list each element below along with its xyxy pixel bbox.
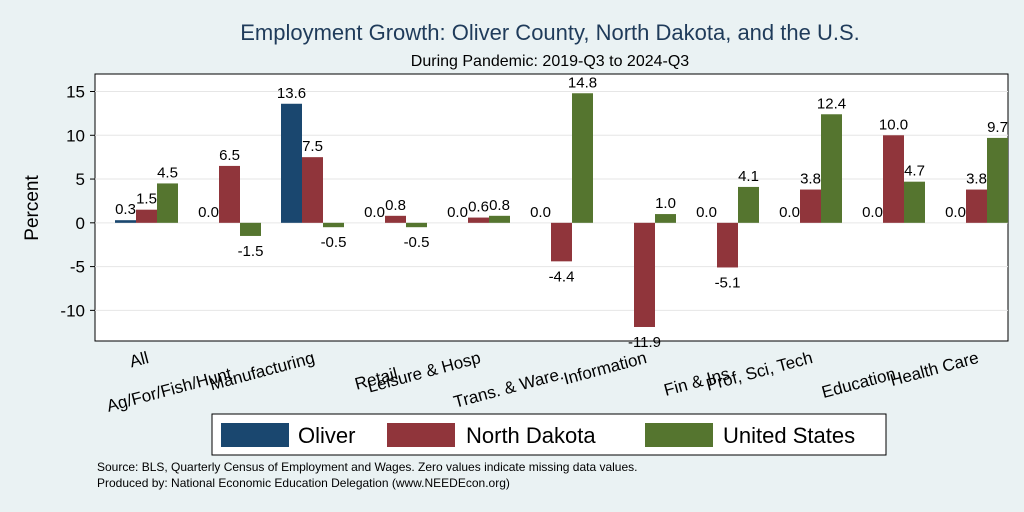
data-label-oliver-leisure-hosp: 0.0 <box>447 204 468 221</box>
bars <box>115 93 1008 327</box>
legend-box <box>211 413 887 456</box>
legend: Oliver North Dakota United States <box>211 413 887 456</box>
category-label-health-care: Health Care <box>888 348 981 390</box>
bar-oliver-manufacturing <box>281 103 302 223</box>
data-label-north-dakota-all: 1.5 <box>136 191 157 208</box>
legend-label-oliver: Oliver <box>298 423 355 448</box>
bar-oliver-all <box>115 220 136 223</box>
data-label-united-states-prof-sci-tech: 12.4 <box>817 95 846 112</box>
data-label-north-dakota-retail: 0.8 <box>385 197 406 214</box>
source-note: Source: BLS, Quarterly Census of Employm… <box>97 460 637 474</box>
bar-north-dakota-fin-ins <box>717 222 738 268</box>
data-label-north-dakota-leisure-hosp: 0.6 <box>468 199 489 216</box>
bar-north-dakota-retail <box>385 215 406 223</box>
bar-united-states-prof-sci-tech <box>821 114 842 223</box>
y-tick-label: 10 <box>66 126 85 145</box>
bar-north-dakota-prof-sci-tech <box>800 189 821 223</box>
data-label-north-dakota-fin-ins: -5.1 <box>715 274 741 291</box>
data-label-united-states-education: 4.7 <box>904 163 925 180</box>
legend-swatch-united-states <box>645 423 713 447</box>
bar-united-states-education <box>904 181 925 223</box>
data-label-united-states-all: 4.5 <box>157 164 178 181</box>
y-axis-title: Percent <box>22 175 43 241</box>
data-label-united-states-manufacturing: -0.5 <box>321 234 347 251</box>
data-label-united-states-leisure-hosp: 0.8 <box>489 197 510 214</box>
y-tick-label: -5 <box>70 258 85 277</box>
bar-united-states-health-care <box>987 137 1008 223</box>
data-label-united-states-health-care: 9.7 <box>987 119 1008 136</box>
y-tick-label: 15 <box>66 83 85 102</box>
data-label-united-states-information: 1.0 <box>655 195 676 212</box>
bar-north-dakota-all <box>136 209 157 223</box>
data-label-oliver-fin-ins: 0.0 <box>696 204 717 221</box>
bar-united-states-trans-ware <box>572 93 593 223</box>
legend-label-north-dakota: North Dakota <box>466 423 596 448</box>
data-label-united-states-retail: -0.5 <box>404 234 430 251</box>
category-label-trans-ware: Trans. & Ware. <box>452 364 566 412</box>
category-label-all: All <box>127 348 150 371</box>
legend-swatch-north-dakota <box>387 423 455 447</box>
category-label-manufacturing: Manufacturing <box>208 348 317 394</box>
data-label-north-dakota-health-care: 3.8 <box>966 171 987 188</box>
y-tick-label: 5 <box>76 170 85 189</box>
bar-united-states-leisure-hosp <box>489 215 510 223</box>
bar-north-dakota-information <box>634 222 655 327</box>
data-label-united-states-trans-ware: 14.8 <box>568 74 597 91</box>
data-label-north-dakota-manufacturing: 7.5 <box>302 138 323 155</box>
data-label-oliver-all: 0.3 <box>115 201 136 218</box>
bar-north-dakota-leisure-hosp <box>468 217 489 223</box>
category-label-education: Education <box>820 364 898 402</box>
data-label-oliver-retail: 0.0 <box>364 204 385 221</box>
data-label-oliver-education: 0.0 <box>862 204 883 221</box>
data-label-oliver-health-care: 0.0 <box>945 204 966 221</box>
data-label-north-dakota-trans-ware: -4.4 <box>549 268 575 285</box>
bar-north-dakota-health-care <box>966 189 987 223</box>
data-label-oliver-manufacturing: 13.6 <box>277 85 306 102</box>
bar-united-states-ag-for-fish-hunt <box>240 222 261 236</box>
data-label-oliver-prof-sci-tech: 0.0 <box>779 204 800 221</box>
bar-north-dakota-manufacturing <box>302 157 323 223</box>
chart-title: Employment Growth: Oliver County, North … <box>240 20 860 45</box>
data-label-north-dakota-education: 10.0 <box>879 116 908 133</box>
data-label-united-states-fin-ins: 4.1 <box>738 168 759 185</box>
data-label-north-dakota-prof-sci-tech: 3.8 <box>800 171 821 188</box>
legend-label-united-states: United States <box>723 423 855 448</box>
bar-united-states-fin-ins <box>738 186 759 223</box>
bar-united-states-manufacturing <box>323 222 344 228</box>
category-label-prof-sci-tech: Prof, Sci, Tech <box>704 348 814 395</box>
bar-north-dakota-ag-for-fish-hunt <box>219 165 240 223</box>
data-label-oliver-trans-ware: 0.0 <box>530 204 551 221</box>
y-tick-label: -10 <box>60 301 85 320</box>
bar-united-states-information <box>655 214 676 223</box>
data-label-oliver-ag-for-fish-hunt: 0.0 <box>198 204 219 221</box>
data-labels: 0.31.54.50.06.5-1.513.67.5-0.50.0 0.8-0.5… <box>115 74 1008 351</box>
bar-united-states-all <box>157 183 178 223</box>
produced-note: Produced by: National Economic Education… <box>97 476 510 490</box>
bar-north-dakota-education <box>883 135 904 223</box>
category-label-information: Information <box>562 348 649 388</box>
data-label-north-dakota-ag-for-fish-hunt: 6.5 <box>219 147 240 164</box>
bar-united-states-retail <box>406 222 427 228</box>
data-label-north-dakota-information: -11.9 <box>628 334 661 351</box>
plot-area <box>94 73 1009 342</box>
bar-north-dakota-trans-ware <box>551 222 572 262</box>
y-axis-ticks: 15 10 5 0 -5 -10 <box>60 83 95 320</box>
y-tick-label: 0 <box>76 214 85 233</box>
data-label-united-states-ag-for-fish-hunt: -1.5 <box>238 243 264 260</box>
chart-subtitle: During Pandemic: 2019-Q3 to 2024-Q3 <box>411 53 689 70</box>
gridlines <box>95 91 1008 311</box>
legend-swatch-oliver <box>221 423 289 447</box>
